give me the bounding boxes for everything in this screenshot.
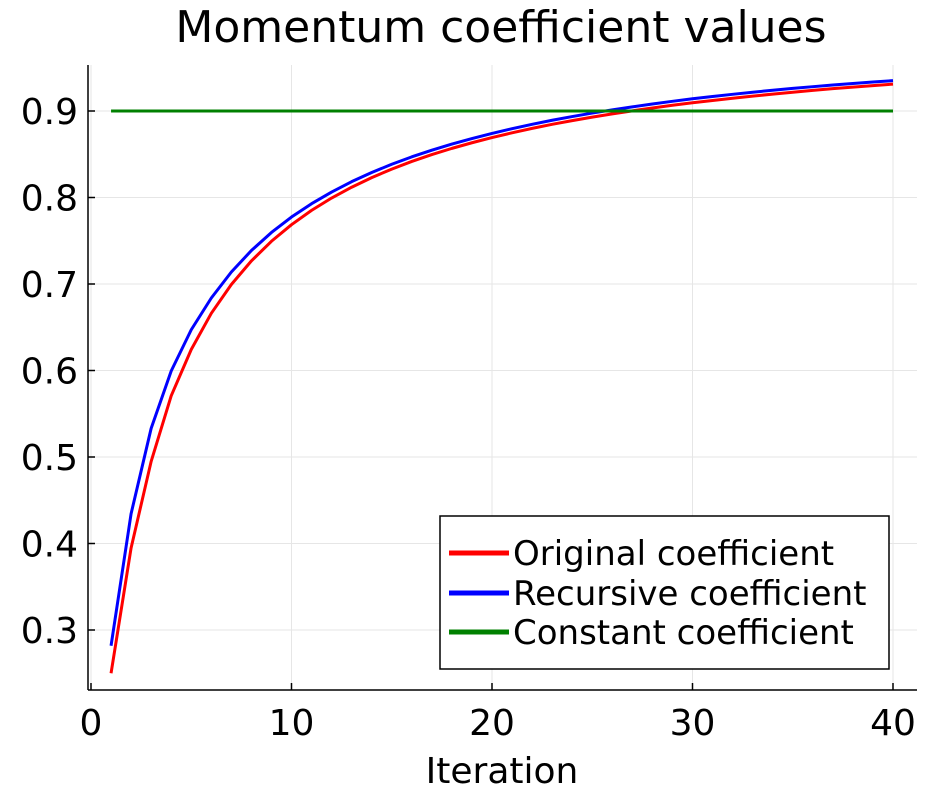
y-tick-label: 0.8 <box>21 179 78 220</box>
y-tick-label: 0.9 <box>21 92 78 133</box>
y-tick-label: 0.3 <box>21 611 78 652</box>
legend-label: Original coefficient <box>513 534 834 574</box>
y-tick-label: 0.4 <box>21 525 78 566</box>
x-tick-label: 20 <box>469 703 515 744</box>
chart-title: Momentum coefficient values <box>175 2 826 53</box>
y-tick-labels: 0.3 0.4 0.5 0.6 0.7 0.8 0.9 <box>21 92 78 652</box>
series-lines <box>109 79 894 674</box>
x-tick-label: 40 <box>870 703 916 744</box>
series-line-0 <box>109 82 894 674</box>
y-tick-label: 0.5 <box>21 438 78 479</box>
x-tick-label: 30 <box>670 703 716 744</box>
legend-box <box>439 515 890 670</box>
x-tick-label: 10 <box>269 703 315 744</box>
x-tick-label: 0 <box>80 703 103 744</box>
axes <box>87 65 917 691</box>
y-tick-label: 0.6 <box>21 352 78 393</box>
legend-label: Recursive coefficient <box>513 574 866 614</box>
x-axis-label: Iteration <box>426 751 579 792</box>
x-tick-labels: 0 10 20 30 40 <box>80 703 916 744</box>
series-line-1 <box>109 79 894 646</box>
y-tick-label: 0.7 <box>21 265 78 306</box>
legend-label: Constant coefficient <box>513 613 854 653</box>
